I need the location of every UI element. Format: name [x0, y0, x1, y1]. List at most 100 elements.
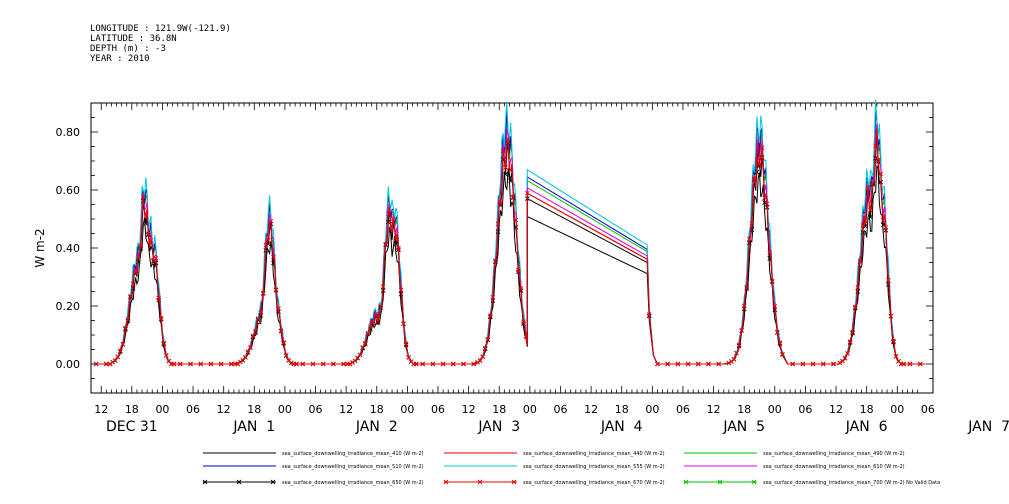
series-marker-7 [510, 194, 516, 200]
series-marker-7 [500, 148, 506, 154]
series-marker-7 [845, 350, 850, 356]
series-marker-7 [413, 361, 419, 367]
series-marker-7 [403, 341, 409, 347]
y-tick-label: 0.00 [56, 358, 81, 371]
series-marker-7 [278, 328, 284, 333]
series-marker-7 [156, 295, 161, 301]
series-marker-7 [726, 360, 732, 366]
series-marker-7 [878, 171, 884, 177]
series-marker-7 [177, 361, 183, 367]
series-marker-7 [310, 361, 316, 367]
series-marker-7 [840, 358, 845, 364]
series-marker-7 [107, 361, 113, 367]
series-marker-7 [810, 361, 816, 367]
series-marker-7 [320, 361, 326, 367]
series-marker-7 [790, 361, 795, 367]
series-marker-7 [521, 319, 526, 325]
x-tick-label: 18 [615, 403, 629, 416]
series-marker-7 [140, 194, 146, 199]
series-marker-7 [665, 361, 670, 367]
series-marker-7 [762, 195, 767, 201]
series-marker-7 [749, 221, 755, 226]
y-tick-label: 0.20 [56, 300, 81, 313]
series-marker-7 [868, 207, 873, 213]
series-marker-7 [300, 361, 306, 367]
series-marker-7 [767, 250, 773, 255]
series-marker-7 [110, 359, 116, 365]
series-marker-7 [148, 237, 154, 243]
x-tick-label: 18 [737, 403, 751, 416]
series-marker-7 [734, 350, 739, 356]
x-tick-label: 18 [492, 403, 506, 416]
series-marker-6 [868, 214, 873, 220]
series-marker-7 [388, 226, 394, 231]
series-marker-7 [396, 245, 401, 251]
legend-marker-6 [270, 479, 276, 485]
series-marker-7 [893, 353, 899, 359]
y-axis-label: W m-2 [33, 228, 47, 267]
x-tick-label: 06 [431, 403, 445, 416]
series-marker-7 [655, 361, 660, 367]
series-marker-7 [375, 318, 381, 324]
series-marker-7 [886, 277, 891, 283]
legend-entry-0: sea_surface_downwelling_irradiance_mean_… [282, 451, 424, 457]
series-marker-7 [752, 175, 757, 181]
series-marker-7 [847, 339, 853, 345]
series-marker-7 [151, 258, 156, 263]
series-marker-7 [360, 345, 366, 350]
legend-marker-8 [683, 479, 689, 485]
legend-entry-5: sea_surface_downwelling_irradiance_mean_… [763, 464, 905, 470]
series-marker-7 [490, 295, 496, 300]
legend-entry-7: sea_surface_downwelling_irradiance_mean_… [523, 480, 665, 486]
series-marker-7 [393, 237, 399, 242]
series-marker-6 [266, 241, 271, 247]
series-marker-7 [378, 304, 383, 309]
series-marker-7 [250, 333, 256, 339]
series-marker-7 [420, 361, 426, 367]
series-marker-7 [133, 270, 138, 276]
y-tick-label: 0.80 [56, 126, 81, 139]
series-marker-7 [347, 361, 353, 367]
series-marker-7 [237, 359, 243, 365]
series-marker-7 [245, 349, 251, 355]
series-marker-7 [917, 361, 923, 367]
series-marker-7 [837, 360, 843, 366]
x-tick-label: 00 [400, 403, 414, 416]
series-marker-7 [480, 354, 485, 359]
series-marker-7 [461, 361, 466, 367]
x-tick-label: 18 [247, 403, 261, 416]
x-day-label: JAN 3 [477, 419, 520, 435]
legend-marker-6 [236, 479, 242, 485]
x-day-label: JAN 6 [845, 419, 888, 435]
x-day-label: JAN 5 [722, 419, 765, 435]
series-line-1 [96, 127, 926, 365]
x-tick-label: 00 [768, 403, 782, 416]
series-marker-7 [341, 361, 346, 367]
series-marker-7 [112, 358, 118, 363]
series-marker-7 [258, 310, 263, 315]
x-day-label: JAN 2 [355, 419, 398, 435]
x-tick-label: 12 [339, 403, 353, 416]
series-marker-7 [357, 352, 363, 358]
meta-year: YEAR : 2010 [90, 54, 150, 64]
series-marker-7 [283, 353, 289, 358]
series-layer [93, 99, 926, 367]
series-marker-7 [852, 304, 858, 310]
x-tick-label: 06 [309, 403, 323, 416]
series-marker-7 [857, 258, 863, 264]
series-marker-7 [288, 360, 294, 366]
series-marker-6 [393, 241, 399, 247]
x-tick-label: 18 [370, 403, 384, 416]
legend-marker-7 [443, 479, 449, 485]
series-marker-7 [368, 324, 373, 330]
series-marker-7 [736, 342, 742, 348]
series-marker-7 [523, 334, 529, 339]
series-marker-7 [158, 316, 164, 321]
series-marker-7 [842, 355, 848, 361]
series-marker-7 [485, 336, 491, 342]
legend: sea_surface_downwelling_irradiance_mean_… [202, 451, 940, 486]
series-marker-7 [143, 213, 149, 219]
series-marker-7 [260, 290, 266, 296]
series-marker-7 [253, 328, 258, 334]
